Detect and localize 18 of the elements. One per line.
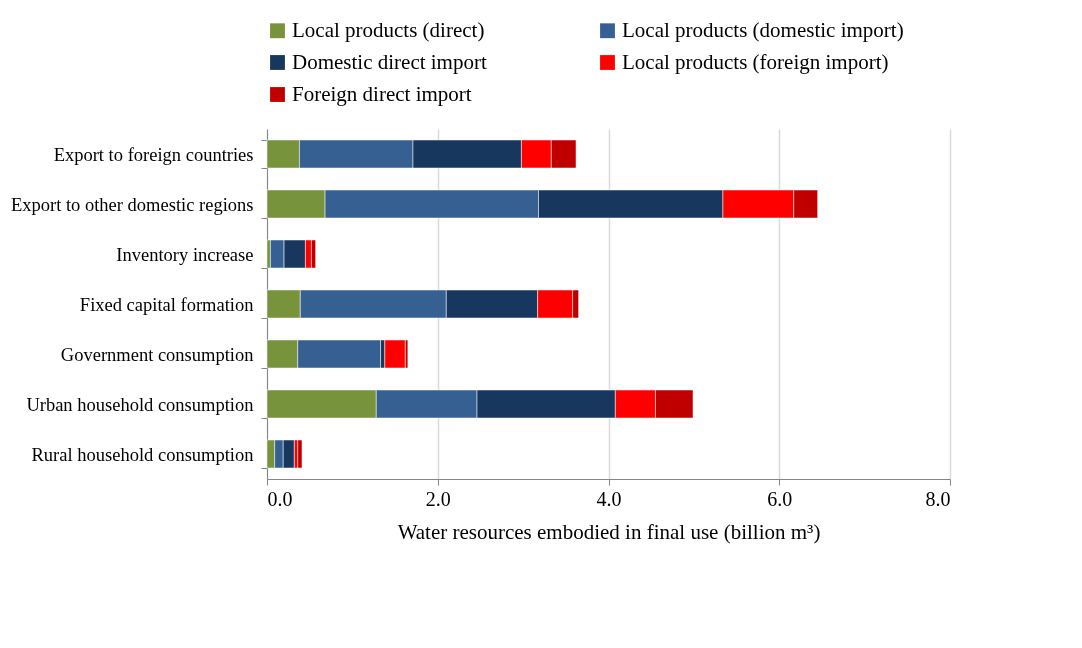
y-tick-label: Inventory increase	[116, 244, 254, 265]
y-tick-label: Government consumption	[60, 344, 254, 365]
x-tick-label: 0.0	[267, 487, 293, 510]
y-tick-label: Fixed capital formation	[79, 294, 254, 315]
x-tick-label: 6.0	[767, 487, 793, 510]
legend-label: Local products (domestic import)	[622, 17, 904, 42]
y-tick-label: Rural household consumption	[31, 444, 254, 465]
x-axis-title: Water resources embodied in final use (billion m³)	[397, 519, 821, 544]
legend-label: Foreign direct import	[292, 81, 472, 106]
legend-label: Local products (direct)	[292, 17, 485, 42]
legend-label: Domestic direct import	[292, 49, 487, 74]
y-tick-label: Export to other domestic regions	[10, 194, 254, 215]
x-tick-label: 4.0	[596, 487, 622, 510]
x-tick-label: 8.0	[925, 487, 951, 510]
x-tick-label: 2.0	[425, 487, 451, 510]
legend-label: Local products (foreign import)	[622, 49, 889, 74]
y-tick-label: Urban household consumption	[26, 394, 254, 415]
y-tick-label: Export to foreign countries	[53, 144, 254, 165]
